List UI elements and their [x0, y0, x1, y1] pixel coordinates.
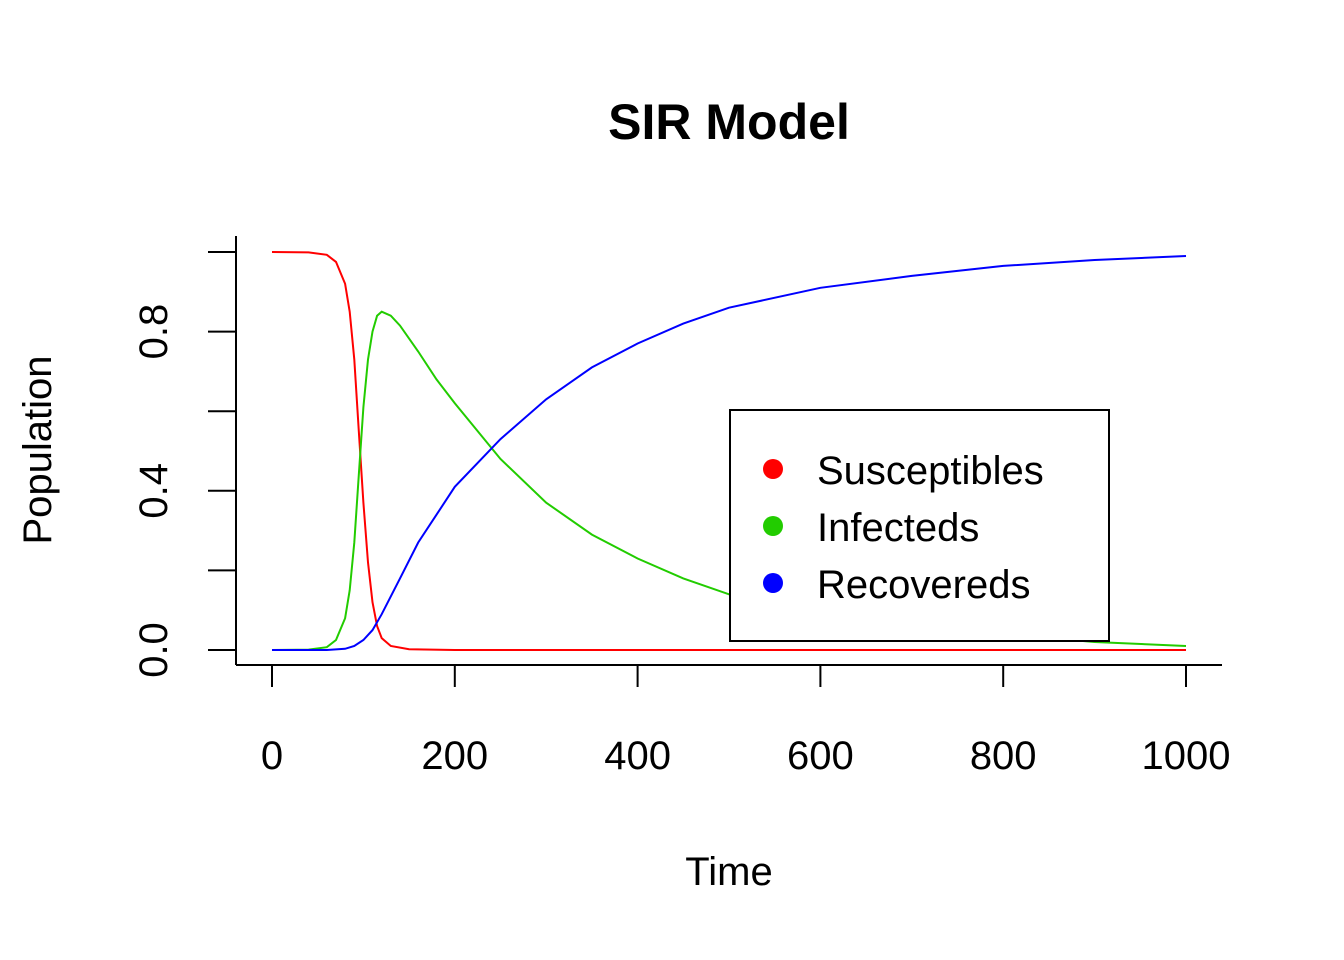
- x-tick-label: 0: [261, 734, 283, 778]
- x-tick-label: 400: [604, 734, 671, 778]
- legend-label-susceptibles: Susceptibles: [817, 449, 1044, 493]
- series-line-recovereds: [272, 255, 1187, 651]
- x-axis-ticks: 0 200 400 600 800 1000: [261, 665, 1231, 778]
- y-axis-ticks: 0.0 0.4 0.8: [132, 251, 236, 678]
- y-tick-label: 0.0: [132, 622, 176, 678]
- x-tick-label: 800: [970, 734, 1037, 778]
- legend-marker-infecteds: [763, 516, 783, 536]
- x-axis-label: Time: [685, 850, 772, 894]
- legend-marker-susceptibles: [763, 459, 783, 479]
- legend-box: [729, 409, 1110, 642]
- x-tick-label: 1000: [1142, 734, 1231, 778]
- legend: Susceptibles Infecteds Recovereds: [729, 409, 1110, 642]
- legend-label-recovereds: Recovereds: [817, 563, 1030, 607]
- series-line-susceptibles: [271, 251, 1186, 651]
- x-tick-label: 200: [421, 734, 488, 778]
- legend-label-infecteds: Infecteds: [817, 506, 979, 550]
- y-axis-label: Population: [16, 355, 60, 544]
- legend-marker-recovereds: [763, 573, 783, 593]
- x-tick-label: 600: [787, 734, 854, 778]
- y-tick-label: 0.4: [132, 463, 176, 519]
- y-tick-label: 0.8: [132, 304, 176, 360]
- chart-title: SIR Model: [608, 94, 850, 150]
